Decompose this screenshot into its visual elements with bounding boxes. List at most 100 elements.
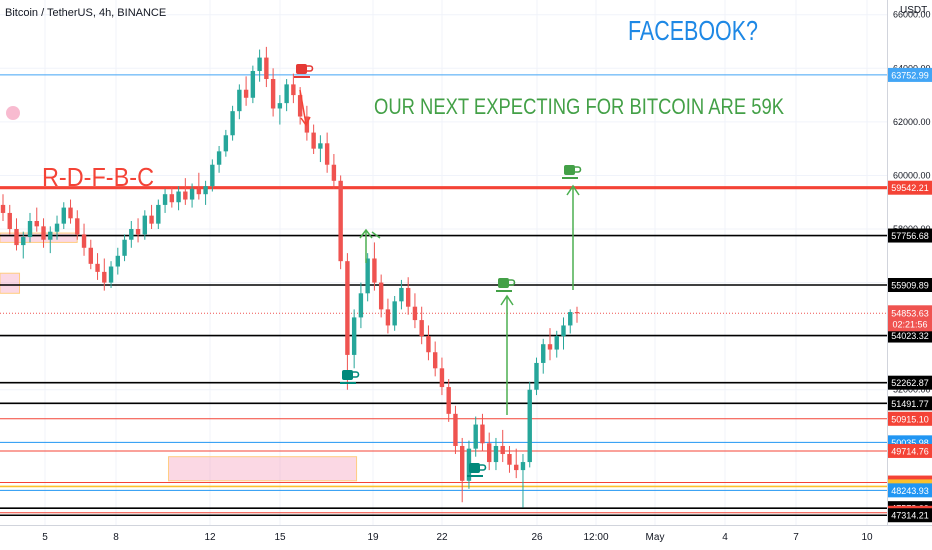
candle-body [392, 301, 397, 326]
candles [0, 46, 580, 508]
up-arrow-head-3 [566, 184, 580, 196]
candle-body [54, 223, 60, 232]
candle-body [520, 462, 526, 471]
candle-body [480, 424, 485, 444]
zone-rect [168, 456, 358, 482]
time-axis[interactable]: 5 8 12 15 19 22 26 12:00 May 4 7 10 [42, 532, 873, 543]
price-axis[interactable]: 66000.0064000.0062000.0060000.0058000.00… [888, 10, 932, 523]
candle-body [487, 443, 492, 463]
candle-body [88, 247, 93, 264]
candle-body [169, 194, 175, 203]
candle-body [574, 312, 580, 314]
candle-body [385, 309, 391, 326]
zone-rect [0, 272, 21, 294]
facebook-annotation: FACEBOOK? [628, 15, 758, 46]
price-level-tag [888, 67, 932, 82]
up-arrow-head-2 [500, 294, 514, 306]
candle-body [473, 424, 478, 449]
price-level-tag [888, 180, 932, 195]
candle-body [527, 389, 532, 463]
candle-body [21, 237, 26, 246]
candle-body [460, 445, 465, 481]
candle-body [14, 229, 19, 246]
candle-body [568, 312, 573, 326]
candle-body [399, 287, 404, 302]
arrow-short-1 [371, 231, 381, 239]
candle-body [196, 188, 202, 195]
price-level-label: 47314.21 [891, 511, 929, 521]
price-level-tag [888, 396, 932, 411]
candle-body [318, 143, 323, 149]
coffee-cup-icon [562, 165, 582, 179]
candle-body [405, 287, 411, 307]
candle-body [41, 226, 46, 240]
candle-body [81, 234, 87, 248]
candle-body [162, 194, 168, 205]
candle-body [284, 84, 289, 104]
candle-body [291, 84, 296, 96]
x-tick-label: 19 [367, 532, 379, 543]
x-tick-label: 22 [436, 532, 448, 543]
price-level-label: 48243.93 [891, 486, 929, 496]
price-level-tag [888, 278, 932, 293]
candle-body [61, 207, 66, 224]
x-tick-label: 12 [204, 532, 216, 543]
candle-body [514, 464, 519, 471]
y-tick-label: 66000.00 [893, 10, 931, 20]
candle-body [500, 445, 505, 455]
candle-body [358, 293, 364, 318]
candle-body [102, 271, 107, 283]
candle-body [95, 263, 100, 272]
up-arrow-head-1 [359, 228, 373, 239]
candle-body [142, 215, 148, 235]
candle-body [541, 344, 546, 363]
rdfbc-annotation: R-D-F-B-C [42, 162, 154, 192]
coffee-cup-icon [467, 463, 487, 477]
candle-body [176, 191, 181, 203]
candle-body [149, 215, 154, 224]
record-dot-icon [6, 106, 20, 120]
price-level-tag [888, 508, 932, 523]
x-tick-label: 8 [113, 532, 119, 543]
zone-rect [0, 232, 78, 243]
price-level-label: 54023.32 [891, 331, 929, 341]
currency-label: USDT [900, 5, 927, 16]
x-tick-label: 15 [274, 532, 286, 543]
price-level-tag [888, 443, 932, 458]
candle-body [547, 344, 553, 350]
x-tick-label: 26 [531, 532, 543, 543]
candle-body [27, 220, 33, 238]
candle-body [345, 261, 350, 355]
x-tick-label: 4 [722, 532, 728, 543]
current-price-label: 54853.63 [891, 308, 929, 318]
candle-body [122, 239, 127, 256]
price-level-tag [888, 328, 932, 343]
coffee-cup-icon [340, 370, 360, 384]
x-tick-label: May [646, 532, 665, 543]
x-tick-label: 10 [861, 532, 873, 543]
highlight-zones [0, 232, 358, 482]
candle-body [378, 282, 384, 310]
candle-body [534, 362, 539, 390]
price-level-label: 49714.76 [891, 446, 929, 456]
candle-body [331, 164, 337, 181]
candle-body [216, 151, 222, 165]
candle-body [108, 266, 114, 283]
candle-body [493, 445, 499, 463]
candle-body [311, 132, 316, 149]
candle-body [264, 57, 269, 80]
price-level-tag [888, 483, 932, 498]
candle-body [34, 220, 39, 227]
price-level-label: 57756.68 [891, 231, 929, 241]
candle-body [324, 143, 330, 165]
price-level-label: 52262.87 [891, 378, 929, 388]
candle-body [183, 191, 188, 200]
candle-body [156, 204, 161, 224]
candle-body [426, 336, 431, 353]
candle-body [412, 306, 418, 321]
candle-body [210, 164, 215, 187]
price-level-tag [888, 411, 932, 426]
coffee-cup-icon [496, 278, 516, 292]
candle-body [297, 95, 303, 117]
